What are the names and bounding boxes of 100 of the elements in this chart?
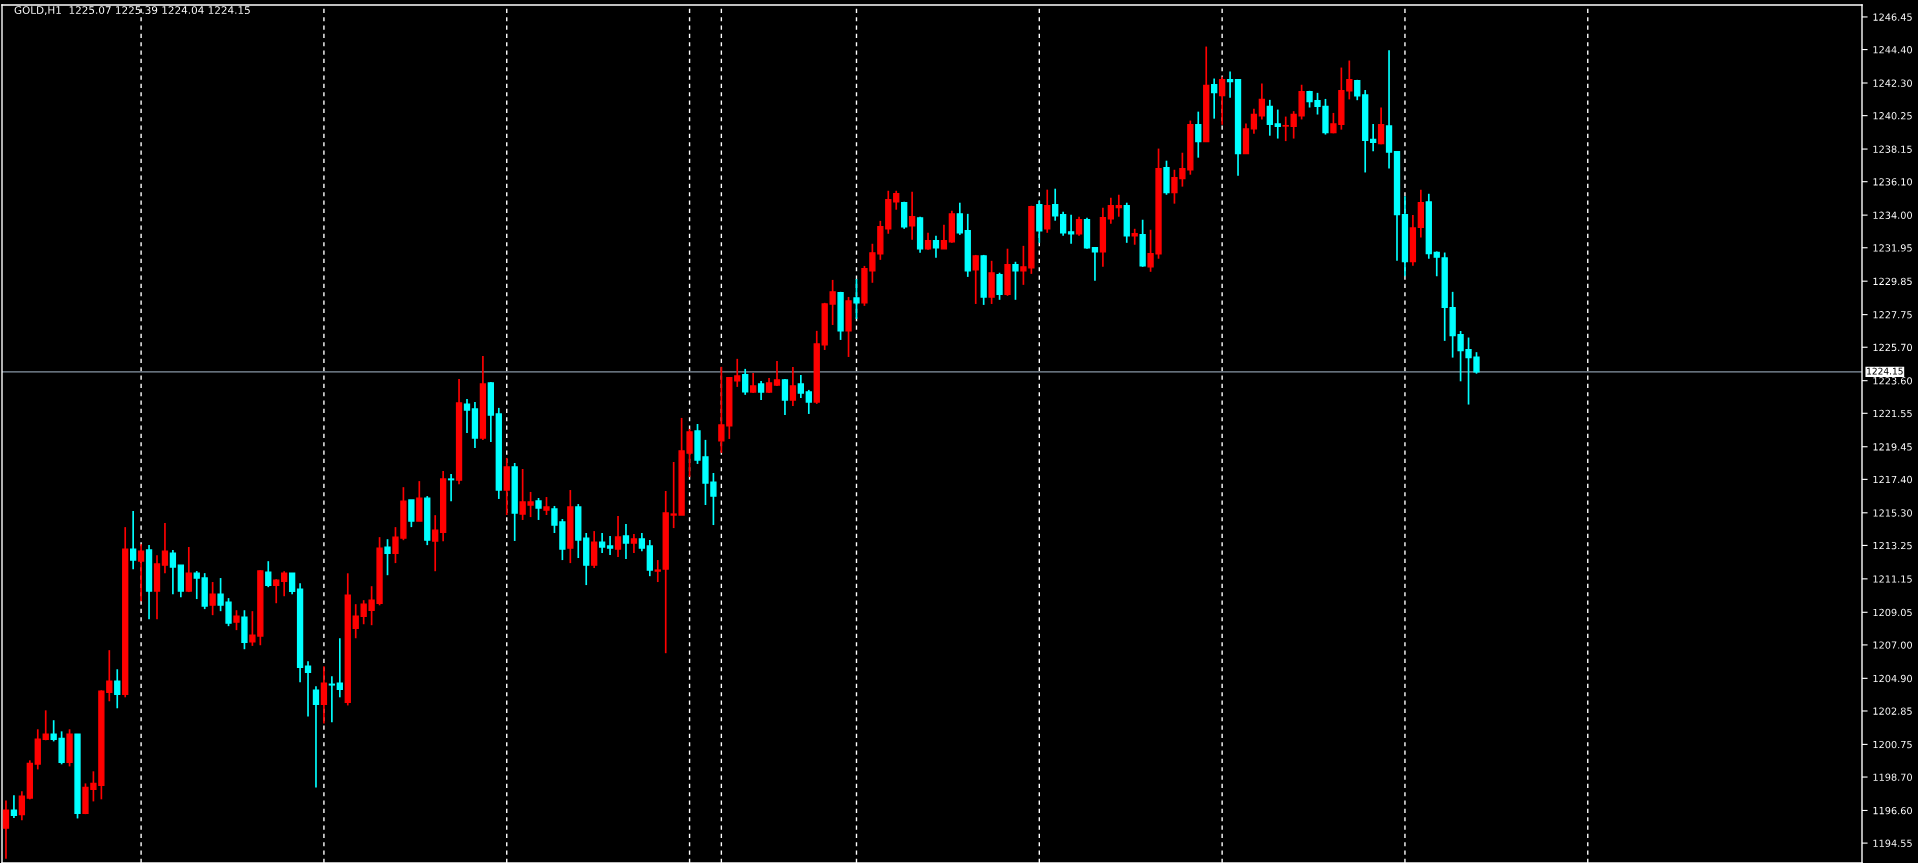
candlestick [408,499,415,528]
y-tick-label: 1198.70 [1873,773,1912,781]
candlestick [1091,246,1099,282]
candlestick [1059,210,1067,237]
y-tick-label: 1196.60 [1873,806,1912,815]
y-tick-label: 1207.00 [1873,641,1912,649]
candlestick [273,578,280,605]
y-tick-label: 1215.30 [1873,509,1912,517]
candlestick [463,398,471,434]
candlestick [288,572,296,595]
candlestick [1274,108,1281,140]
candlestick [185,546,192,593]
candlestick [265,560,272,588]
candlestick [1226,70,1234,99]
candlestick [352,603,359,640]
candlestick [336,637,343,699]
y-tick-label: 1240.25 [1873,112,1912,120]
candlestick [591,530,598,569]
candlestick [503,457,510,516]
candlestick [893,189,900,211]
candlestick [304,660,312,718]
y-tick-label: 1200.75 [1873,740,1912,749]
candlestick [805,389,812,415]
candlestick [129,510,137,570]
candlestick [193,570,200,600]
y-tick-label: 1219.45 [1873,443,1912,451]
candlestick [638,532,646,552]
y-tick-label: 1231.95 [1873,244,1912,252]
candlestick [853,278,860,320]
candlestick [749,372,757,394]
candlestick [320,665,328,725]
y-tick-label: 1236.10 [1873,178,1912,186]
y-tick-label: 1225.70 [1873,343,1912,352]
candlestick [1433,250,1440,278]
candlestick [781,378,789,416]
y-tick-label: 1209.05 [1873,608,1912,617]
candlestick [622,523,630,560]
candlestick [654,559,661,583]
candlestick [432,514,439,573]
y-tick-label: 1246.45 [1873,13,1912,21]
candlestick [312,685,320,789]
candlestick [757,380,765,401]
candlestick [416,480,423,522]
candlestick [789,366,797,407]
y-tick-label: 1202.85 [1873,707,1912,715]
candlestick [1012,260,1019,301]
candlestick [606,535,614,556]
candlestick [972,254,979,305]
candlestick [137,543,145,602]
candlestick [932,234,940,259]
candlestick [1282,115,1289,142]
candlestick [233,609,240,631]
candlestick [209,581,216,616]
candlestick [447,473,455,503]
candlestick [1044,188,1051,234]
candlestick [384,538,391,577]
y-tick-label: 1213.25 [1873,541,1912,550]
candlestick [114,668,121,710]
candlestick [1258,82,1266,121]
candlestick [773,360,781,387]
y-tick-label: 1227.75 [1873,311,1912,319]
candlestick [1115,193,1122,218]
candlestick [2,799,10,860]
chart-title: GOLD,H1 1225.07 1225.39 1224.04 1224.15 [14,6,250,16]
candlestick [614,515,622,558]
y-tick-label: 1221.55 [1873,409,1912,418]
y-tick-label: 1238.15 [1873,145,1912,153]
candlestick [1195,110,1202,159]
candlestick [630,533,638,554]
candlestick [1075,215,1083,237]
y-tick-label: 1229.85 [1873,277,1912,286]
candlestick [281,570,288,598]
y-tick-label: 1211.15 [1873,575,1912,583]
y-tick-label: 1217.40 [1873,475,1912,484]
candlestick [535,497,542,521]
y-tick-label: 1194.55 [1873,839,1912,847]
y-tick-label: 1223.60 [1873,377,1912,385]
candlestick [1377,106,1385,146]
candlestick [42,709,49,742]
candlestick [1250,107,1258,135]
candlestick [10,794,18,819]
y-tick-label: 1204.90 [1873,674,1912,683]
candlestick [1052,187,1059,222]
candlestick [1211,77,1218,120]
candlestick [1107,196,1115,225]
candlestick [797,374,805,399]
candlestick [1369,123,1377,153]
candlestick [169,549,177,595]
candlestick [742,368,749,396]
candlestick [598,532,606,554]
y-tick-label: 1244.40 [1873,46,1912,54]
candlestick [18,790,26,822]
y-tick-label: 1242.30 [1873,79,1912,87]
candlestick [956,201,963,236]
candlestick [940,223,948,250]
ref-line-label: 1224.15 [1867,367,1903,375]
candlestick [1218,75,1226,126]
candlestick [1266,99,1273,137]
y-tick-label: 1234.00 [1873,211,1912,219]
candlestick [328,675,336,724]
